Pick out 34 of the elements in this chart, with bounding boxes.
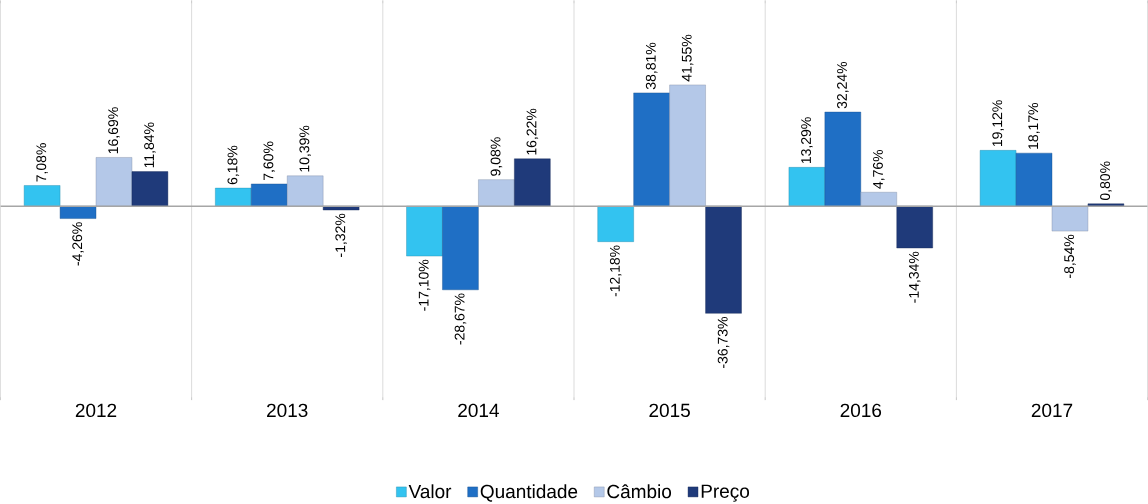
- data-label: 7,08%: [36, 143, 48, 182]
- data-label: 19,12%: [992, 100, 1004, 147]
- data-label: -28,67%: [454, 293, 467, 345]
- x-tick-label: 2013: [267, 403, 308, 418]
- data-label: 41,55%: [681, 34, 694, 82]
- data-label: 9,08%: [490, 137, 503, 176]
- x-tick-label: 2012: [75, 403, 117, 418]
- data-label: 10,39%: [299, 125, 311, 172]
- data-label: -36,73%: [717, 317, 730, 369]
- x-tick-label: 2016: [840, 403, 882, 418]
- data-label: 7,60%: [263, 141, 276, 181]
- data-label: -4,26%: [72, 222, 84, 266]
- x-tick-label: 2014: [458, 403, 499, 418]
- data-label: -12,18%: [609, 245, 622, 297]
- legend-label: Câmbio: [607, 484, 672, 499]
- data-label: 38,81%: [645, 42, 658, 90]
- legend-label: Preço: [701, 484, 750, 502]
- data-label: -1,32%: [335, 213, 347, 258]
- legend-label: Valor: [408, 484, 452, 499]
- data-label: 18,17%: [1028, 103, 1040, 150]
- data-label: 13,29%: [801, 117, 813, 164]
- data-label: 11,84%: [144, 122, 156, 168]
- data-label: 16,69%: [108, 107, 120, 154]
- data-label: 0,80%: [1100, 161, 1112, 201]
- legend-label: Quantidade: [480, 484, 578, 502]
- data-label: 32,24%: [837, 62, 849, 109]
- data-label: -17,10%: [418, 259, 431, 311]
- data-label: 4,76%: [872, 150, 885, 189]
- data-label: -14,34%: [908, 251, 921, 303]
- x-tick-label: 2017: [1031, 403, 1073, 418]
- data-label: -8,54%: [1064, 234, 1076, 279]
- data-label: 6,18%: [227, 145, 240, 185]
- data-label: 16,22%: [526, 108, 539, 155]
- x-tick-label: 2015: [649, 403, 690, 418]
